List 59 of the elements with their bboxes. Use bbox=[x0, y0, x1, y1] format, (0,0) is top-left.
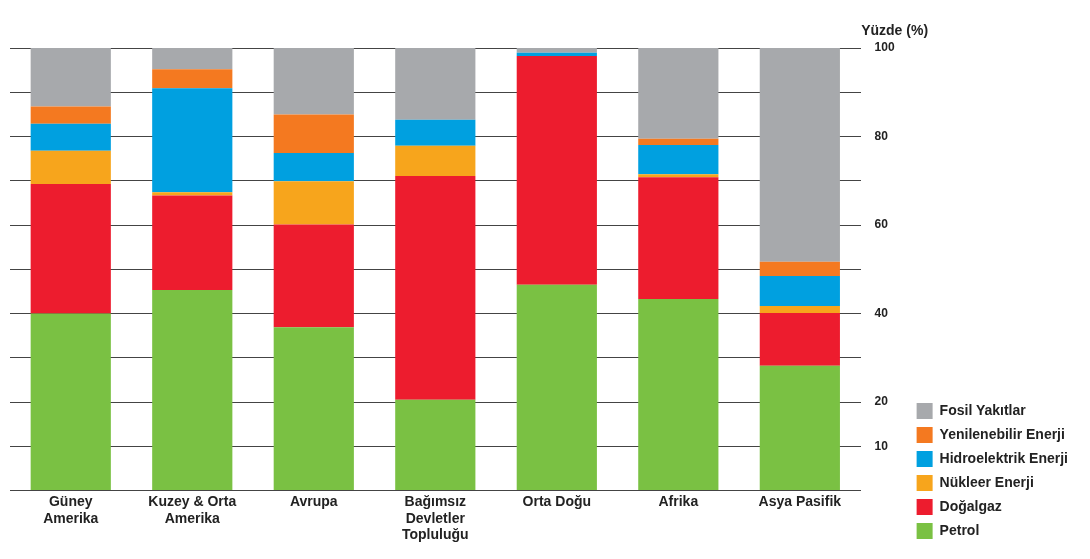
bar bbox=[516, 55, 597, 285]
x-tick-label: Afrika bbox=[658, 492, 699, 509]
bar bbox=[273, 224, 354, 328]
legend-label: Nükleer Enerji bbox=[939, 473, 1034, 490]
x-tick-label: Kuzey & Orta Amerika bbox=[148, 492, 237, 526]
x-tick-label: Orta Doğu bbox=[522, 492, 592, 509]
bar bbox=[30, 313, 111, 491]
y-tick-label: 60 bbox=[874, 217, 889, 232]
legend-label: Fosil Yakıtlar bbox=[939, 401, 1027, 418]
bar bbox=[638, 298, 719, 491]
bar bbox=[395, 145, 476, 176]
bar bbox=[395, 175, 476, 400]
bar bbox=[638, 48, 719, 139]
bar bbox=[516, 52, 597, 56]
bar bbox=[759, 306, 840, 314]
y-tick-label: 20 bbox=[874, 394, 889, 409]
bar bbox=[152, 69, 233, 89]
bar bbox=[152, 192, 233, 196]
bar bbox=[30, 150, 111, 184]
bar bbox=[273, 327, 354, 491]
bar bbox=[516, 284, 597, 491]
y-axis-title: Yüzde (%) bbox=[861, 21, 929, 38]
bar bbox=[152, 48, 233, 70]
bar bbox=[30, 106, 111, 124]
legend-label: Doğalgaz bbox=[939, 497, 1002, 514]
bar bbox=[638, 138, 719, 145]
bar bbox=[273, 181, 354, 225]
bar bbox=[638, 144, 719, 175]
x-tick-label: Asya Pasifik bbox=[758, 492, 842, 509]
bar bbox=[759, 48, 840, 262]
bar bbox=[273, 48, 354, 115]
bar bbox=[30, 183, 111, 314]
bar bbox=[152, 88, 233, 193]
legend-label: Hidroelektrik Enerji bbox=[939, 449, 1069, 466]
x-tick-label: Avrupa bbox=[289, 492, 338, 509]
bar bbox=[273, 114, 354, 153]
legend-label: Petrol bbox=[939, 521, 980, 538]
bar bbox=[395, 399, 476, 491]
bar bbox=[152, 290, 233, 491]
bar bbox=[638, 177, 719, 299]
bar bbox=[395, 119, 476, 146]
bar bbox=[30, 48, 111, 107]
bar bbox=[395, 48, 476, 120]
bar bbox=[152, 195, 233, 291]
legend-label: Yenilenebilir Enerji bbox=[939, 425, 1065, 442]
x-tick-label: Bağımsız Devletler Topluluğu bbox=[402, 492, 469, 543]
y-tick-label: 10 bbox=[874, 438, 889, 453]
x-tick-label: Güney Amerika bbox=[43, 492, 99, 526]
bar bbox=[273, 152, 354, 182]
bar bbox=[759, 261, 840, 276]
bar bbox=[759, 275, 840, 307]
bar bbox=[759, 313, 840, 366]
y-tick-label: 100 bbox=[874, 40, 895, 55]
y-tick-label: 40 bbox=[874, 305, 889, 320]
bar bbox=[516, 48, 597, 53]
y-tick-label: 80 bbox=[874, 128, 889, 143]
bar bbox=[30, 123, 111, 151]
bar bbox=[638, 174, 719, 178]
bar bbox=[759, 365, 840, 491]
